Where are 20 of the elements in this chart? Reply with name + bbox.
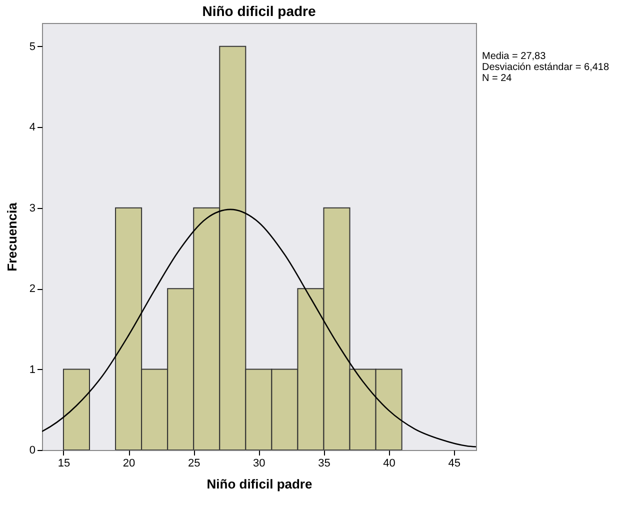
y-tick-label: 5 (29, 40, 36, 53)
x-tick-label: 30 (253, 458, 266, 470)
text: Media = 27,83 (482, 51, 546, 62)
x-tick-label: 35 (318, 458, 330, 470)
x-tick-label: 15 (58, 458, 70, 470)
text: Desviación estándar = 6,418 (482, 62, 610, 73)
y-tick-label: 0 (29, 444, 36, 456)
line-series (42, 208, 476, 448)
x-axis-title: Niño dificil padre (206, 476, 312, 492)
x-tick-label: 40 (383, 458, 396, 470)
y-tick-label: 2 (29, 283, 36, 296)
y-axis-title: Frecuencia (4, 202, 20, 272)
y-tick-label: 3 (29, 202, 36, 214)
text: N = 24 (482, 73, 512, 84)
y-tick-label: 4 (29, 122, 36, 134)
x-tick-label: 20 (122, 458, 136, 470)
x-tick-label: 25 (188, 458, 200, 470)
y-tick-label: 1 (29, 364, 36, 376)
x-tick-label: 45 (448, 458, 460, 470)
chart-title: Niño dificil padre (202, 3, 316, 19)
